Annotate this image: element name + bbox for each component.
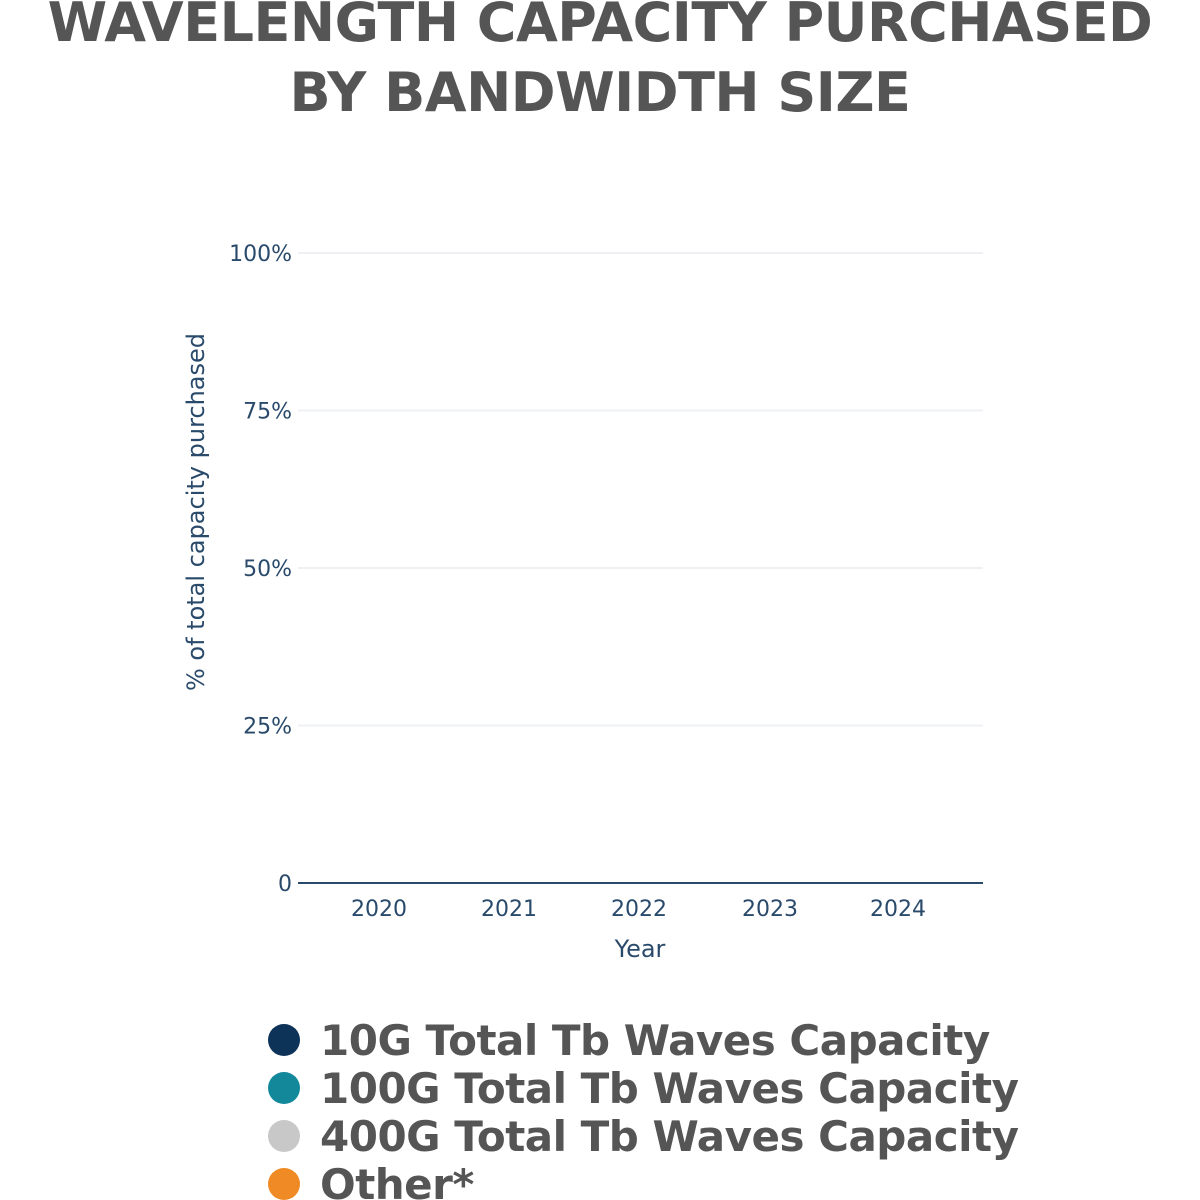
legend-swatch-10g — [268, 1024, 300, 1056]
x-tick-label: 2024 — [870, 897, 926, 922]
legend-item[interactable]: 10G Total Tb Waves Capacity — [268, 1015, 1168, 1065]
legend-swatch-100g — [268, 1072, 300, 1104]
chart-title-line-1: WAVELENGTH CAPACITY PURCHASED — [47, 0, 1153, 54]
x-tick-label: 2022 — [611, 897, 667, 922]
chart-plot: 0 25% 50% 75% 100% 2020 2021 2022 2023 2024 Year… — [182, 242, 983, 963]
y-tick-label: 25% — [243, 715, 292, 740]
x-tick-labels: 2020 2021 2022 2023 2024 — [351, 897, 926, 922]
grid-layer — [298, 252, 983, 727]
legend-swatch-other — [268, 1168, 300, 1200]
y-tick-label: 100% — [229, 242, 292, 267]
y-tick-label: 0 — [278, 872, 292, 897]
y-tick-label: 75% — [243, 400, 292, 425]
legend-label: 400G Total Tb Waves Capacity — [320, 1111, 1019, 1161]
legend-swatch-400g — [268, 1120, 300, 1152]
x-tick-label: 2021 — [481, 897, 537, 922]
legend-item[interactable]: Other* — [268, 1160, 1168, 1200]
x-tick-label: 2023 — [742, 897, 798, 922]
x-tick-label: 2020 — [351, 897, 407, 922]
y-axis-title: % of total capacity purchased — [182, 333, 210, 691]
y-tick-label: 50% — [243, 557, 292, 582]
x-axis-title: Year — [614, 935, 666, 963]
legend-item[interactable]: 400G Total Tb Waves Capacity — [268, 1111, 1168, 1161]
legend-label: Other* — [320, 1159, 474, 1200]
legend-item[interactable]: 100G Total Tb Waves Capacity — [268, 1063, 1168, 1113]
legend-label: 100G Total Tb Waves Capacity — [320, 1063, 1019, 1113]
chart-title-line-2: BY BANDWIDTH SIZE — [289, 61, 911, 124]
y-tick-labels: 0 25% 50% 75% 100% — [229, 242, 292, 897]
legend: 10G Total Tb Waves Capacity 100G Total T… — [268, 1016, 1168, 1200]
chart-title: WAVELENGTH CAPACITY PURCHASED BY BANDWID… — [0, 0, 1200, 128]
legend-label: 10G Total Tb Waves Capacity — [320, 1015, 990, 1065]
